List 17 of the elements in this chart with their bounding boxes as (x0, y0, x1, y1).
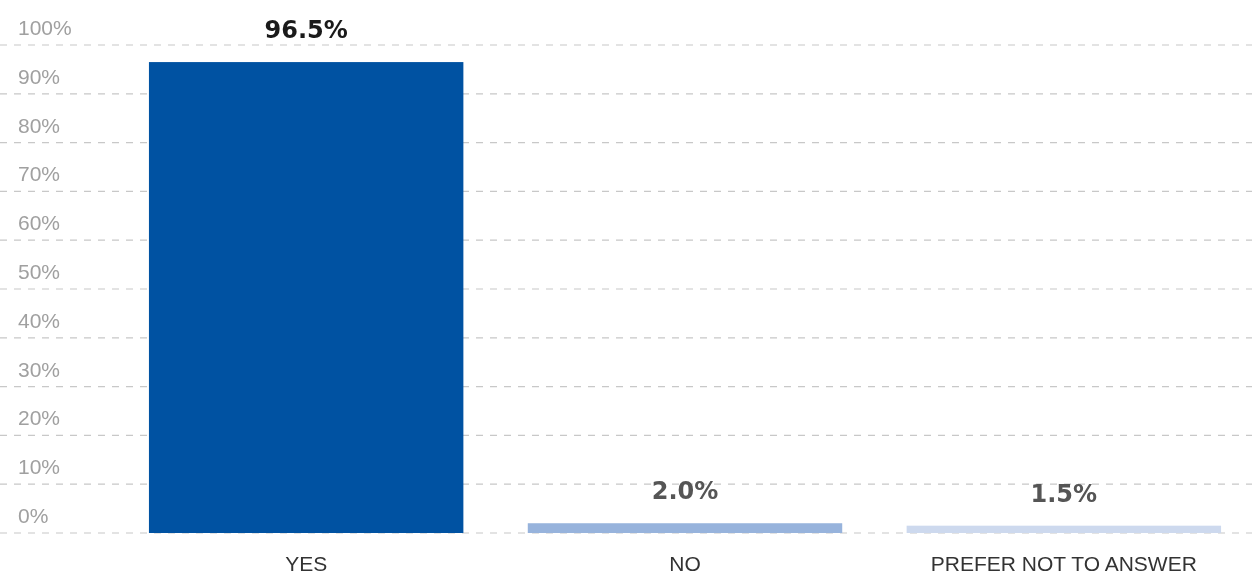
y-tick-label: 10% (18, 455, 61, 479)
y-tick-label: 40% (18, 308, 61, 332)
y-tick-label: 100% (18, 16, 72, 39)
y-tick-label: 50% (18, 260, 61, 283)
y-tick-label: 70% (18, 162, 61, 186)
data-label: 96.5% (264, 16, 348, 45)
data-label: 1.5% (1030, 479, 1098, 508)
data-label: 2.0% (651, 477, 719, 506)
y-tick-label: 20% (18, 406, 61, 430)
y-tick-label: 90% (18, 64, 61, 88)
y-tick-label: 60% (18, 211, 61, 235)
y-tick-label: 80% (18, 113, 61, 137)
x-tick-label: NO (669, 552, 701, 575)
x-tick-label: YES (285, 552, 328, 575)
x-tick-label: PREFER NOT TO ANSWER (930, 552, 1197, 575)
y-tick-label: 30% (18, 357, 61, 381)
y-tick-label: 0% (18, 504, 49, 527)
